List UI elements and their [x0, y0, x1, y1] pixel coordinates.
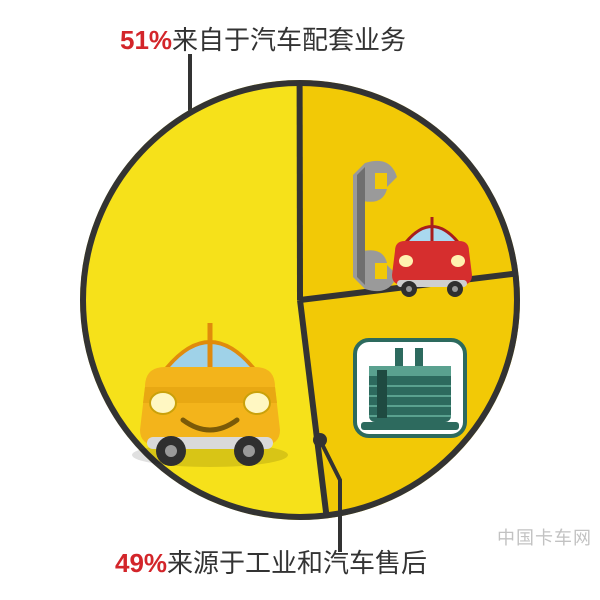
factory-icon — [355, 340, 465, 436]
chart-container: 51%来自于汽车配套业务 — [0, 0, 600, 600]
slice-label-aftermarket: 49%来源于工业和汽车售后 — [115, 543, 427, 580]
pie-chart — [80, 80, 520, 520]
watermark-text: 中国卡车网 — [497, 524, 592, 550]
slice-pct-aftermarket: 49% — [115, 548, 167, 578]
slice-pct-oem: 51% — [120, 25, 172, 55]
slice-text-oem: 来自于汽车配套业务 — [172, 25, 406, 55]
slice-label-oem: 51%来自于汽车配套业务 — [120, 20, 406, 57]
slice-text-aftermarket: 来源于工业和汽车售后 — [167, 548, 427, 578]
